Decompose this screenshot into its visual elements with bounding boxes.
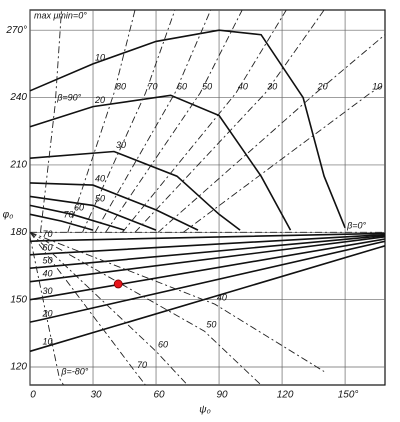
- dashed-curve: [134, 9, 325, 233]
- curve-label: 30: [116, 140, 126, 150]
- solid-curve: [29, 94, 292, 231]
- x-tick-label: 0: [30, 390, 36, 401]
- curve-label: 50: [43, 256, 53, 266]
- dashed-curve: [29, 232, 146, 386]
- curve-label: 70: [64, 209, 74, 219]
- curve-label: 80: [116, 81, 126, 91]
- y-tick-label: 150: [10, 294, 27, 305]
- x-tick-label: 90: [216, 390, 228, 401]
- solid-curve: [29, 245, 386, 353]
- dashed-curve: [122, 9, 287, 233]
- solid-curve: [29, 29, 346, 229]
- x-tick-label: 60: [153, 390, 165, 401]
- curve-label: 60: [74, 203, 84, 213]
- dashed-curve: [29, 231, 262, 386]
- solid-curve: [29, 204, 125, 231]
- dashed-curve: [40, 9, 62, 233]
- curve-label: 30: [267, 81, 277, 91]
- curve-label: 60: [43, 242, 53, 252]
- y-tick-label: 210: [9, 160, 27, 171]
- curve-label: 70: [43, 229, 53, 239]
- curve-label: 40: [95, 174, 105, 184]
- solid-curve: [29, 195, 157, 231]
- solid-curve: [29, 236, 386, 283]
- x-axis-label: ψ₀: [199, 405, 211, 416]
- curve-label: 60: [177, 81, 187, 91]
- curve-label: 20: [42, 308, 53, 318]
- dashed-curve: [82, 9, 176, 233]
- dashed-curve: [183, 83, 386, 233]
- curve-label: 10: [372, 81, 382, 91]
- curve-label: 70: [137, 360, 147, 370]
- solid-curve: [29, 234, 386, 269]
- solid-curve: [29, 238, 386, 301]
- curve-label: 10: [95, 52, 105, 62]
- solid-curve: [29, 213, 94, 231]
- curve-label: 20: [317, 81, 328, 91]
- y-tick-label: 240: [9, 92, 27, 103]
- x-tick-label: 30: [90, 390, 102, 401]
- dashed-curve: [94, 9, 212, 233]
- curve-label: 40: [217, 293, 227, 303]
- curve-label: 10: [43, 337, 53, 347]
- curve-label: 40: [43, 269, 53, 279]
- dashed-curve: [29, 231, 325, 372]
- x-tick-label: 120: [277, 390, 294, 401]
- curve-label: 40: [238, 81, 248, 91]
- curve-label: β=-80°: [60, 367, 88, 377]
- solid-curve: [29, 240, 386, 323]
- y-tick-label: 270°: [5, 25, 27, 36]
- curve-label: 30: [43, 286, 53, 296]
- annotation: max μmin=0°: [34, 10, 87, 20]
- curve-label: 50: [202, 81, 212, 91]
- curve-label: 50: [95, 194, 105, 204]
- curve-label: β=90°: [56, 93, 81, 103]
- dashed-curve: [67, 9, 136, 233]
- dashed-curve: [29, 236, 64, 386]
- dashed-curve: [105, 9, 243, 233]
- curve-label: 20: [94, 95, 105, 105]
- dashed-curve: [157, 34, 386, 233]
- y-axis-label: φ₀: [3, 210, 14, 221]
- x-tick-label: 150°: [338, 390, 359, 401]
- curve-label: 70: [148, 81, 158, 91]
- curve-label: 50: [206, 319, 216, 329]
- solid-curve: [29, 232, 386, 243]
- marker-point: [113, 279, 123, 289]
- y-tick-label: 180: [10, 227, 27, 238]
- curve-label: β=0°: [346, 221, 366, 231]
- y-tick-label: 120: [10, 362, 27, 373]
- solid-curve: [29, 150, 241, 231]
- solid-curve: [29, 182, 199, 231]
- curve-label: 60: [158, 340, 168, 350]
